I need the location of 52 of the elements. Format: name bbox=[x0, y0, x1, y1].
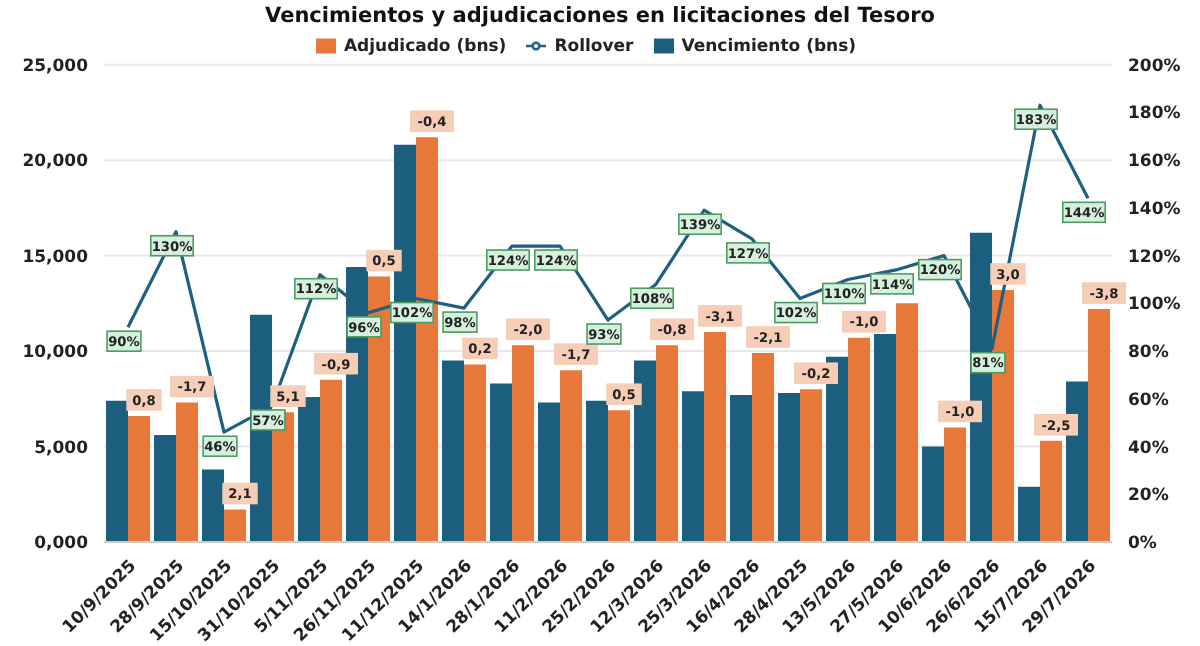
y2-tick-label: 40% bbox=[1128, 438, 1170, 459]
y2-tick-label: 100% bbox=[1128, 295, 1182, 316]
legend-label: Rollover bbox=[554, 36, 634, 57]
bar bbox=[128, 415, 150, 542]
chart-title: Vencimientos y adjudicaciones en licitaciones del Tesoro bbox=[263, 4, 937, 28]
bar bbox=[730, 394, 752, 542]
y2-tick-label: 180% bbox=[1128, 104, 1182, 125]
bar bbox=[682, 391, 704, 542]
bar bbox=[176, 402, 198, 542]
bar bbox=[922, 446, 944, 542]
bar bbox=[944, 427, 966, 542]
bar bbox=[442, 360, 464, 542]
bar bbox=[586, 400, 608, 542]
bar bbox=[1040, 440, 1062, 542]
y2-tick-label: 60% bbox=[1128, 390, 1170, 411]
bar bbox=[154, 435, 176, 542]
y2-tick-label: 80% bbox=[1128, 343, 1170, 364]
bar bbox=[560, 370, 582, 542]
bar bbox=[778, 393, 800, 542]
bar bbox=[490, 383, 512, 542]
y-tick-label: 20,000 bbox=[22, 152, 89, 173]
bar bbox=[1088, 309, 1110, 542]
legend-label: Adjudicado (bns) bbox=[343, 36, 507, 57]
bar bbox=[512, 345, 534, 542]
y2-tick-label: 200% bbox=[1128, 56, 1182, 77]
bar bbox=[800, 389, 822, 542]
bar bbox=[106, 400, 128, 542]
bar bbox=[634, 360, 656, 542]
y-tick-label: 10,000 bbox=[22, 343, 89, 364]
y2-tick-label: 0% bbox=[1128, 534, 1158, 555]
y-tick-label: 15,000 bbox=[22, 247, 89, 268]
y2-tick-label: 140% bbox=[1128, 199, 1182, 220]
y-tick-label: 25,000 bbox=[22, 56, 89, 77]
y2-tick-label: 120% bbox=[1128, 247, 1182, 268]
y-tick-label: 0,000 bbox=[34, 534, 89, 555]
bar bbox=[464, 364, 486, 542]
bar bbox=[298, 396, 320, 542]
bar bbox=[896, 303, 918, 542]
bar bbox=[848, 337, 870, 542]
legend-label: Vencimiento (bns) bbox=[681, 36, 857, 57]
bar bbox=[752, 352, 774, 542]
bar bbox=[538, 402, 560, 542]
bar bbox=[320, 379, 342, 542]
bar bbox=[608, 410, 630, 542]
bar bbox=[704, 331, 726, 542]
bar bbox=[656, 345, 678, 542]
bar bbox=[1018, 486, 1040, 542]
y2-tick-label: 160% bbox=[1128, 152, 1182, 173]
y-tick-label: 5,000 bbox=[34, 438, 89, 459]
y2-tick-label: 20% bbox=[1128, 486, 1170, 507]
bar bbox=[202, 469, 224, 542]
bar bbox=[224, 509, 246, 542]
